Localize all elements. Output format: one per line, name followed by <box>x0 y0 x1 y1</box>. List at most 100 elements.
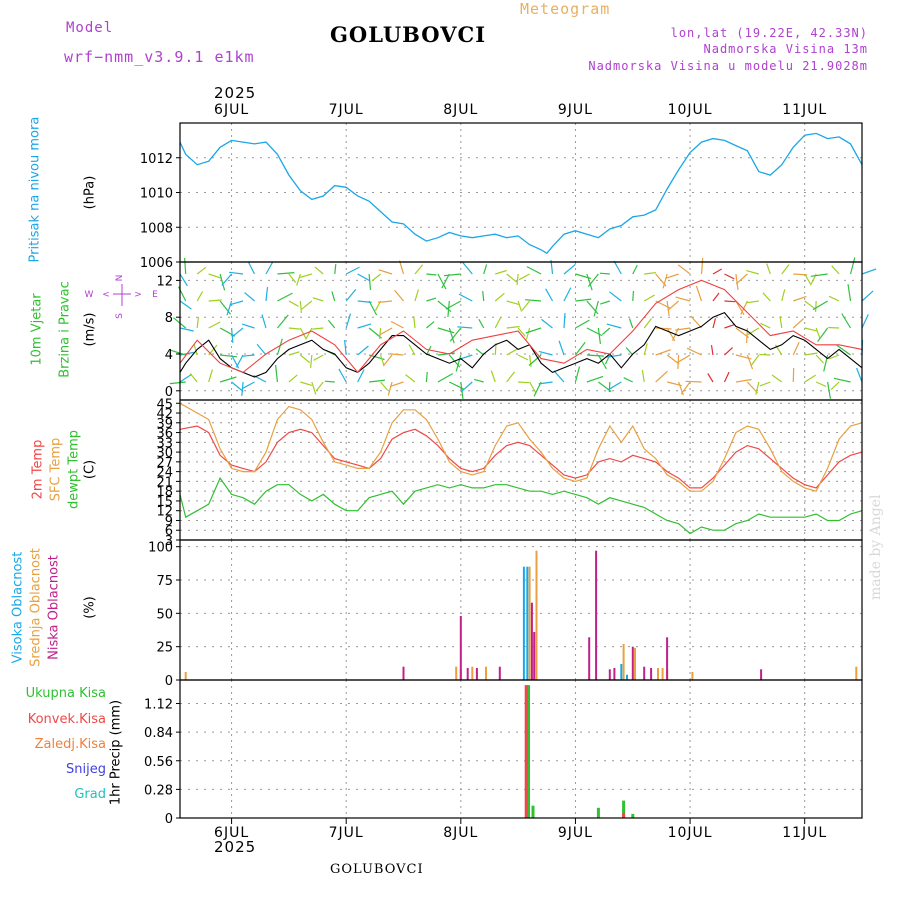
wind-arrow <box>792 342 800 356</box>
wind-arrow <box>495 269 507 275</box>
wind-arrow <box>482 291 485 302</box>
wind-arrow <box>675 327 691 331</box>
marks-layer <box>169 132 877 818</box>
series-line-udari-vjetra <box>179 279 863 374</box>
wind-arrow <box>473 378 484 383</box>
wind-arrow <box>379 327 382 340</box>
wind-arrow <box>841 313 852 329</box>
wind-arrow <box>586 375 604 383</box>
y-tick-label: 1.12 <box>144 698 173 713</box>
precip-bar <box>531 805 535 818</box>
wind-arrow <box>781 264 790 275</box>
wind-arrow <box>288 300 299 307</box>
wind-arrow <box>327 319 336 329</box>
wind-arrow <box>368 273 372 290</box>
wind-arrow <box>525 327 531 340</box>
wind-arrow <box>677 264 691 275</box>
y-tick-label: 0.56 <box>144 755 173 770</box>
wind-arrow <box>357 273 371 282</box>
cloud-bar <box>666 637 669 680</box>
wind-arrow <box>219 300 232 315</box>
wind-arrow <box>299 327 307 339</box>
wind-arrow <box>760 322 771 329</box>
grid-layer <box>180 123 862 819</box>
cloud-bar <box>535 550 538 680</box>
wind-arrow <box>230 327 234 343</box>
wind-arrow <box>735 300 745 316</box>
series-line-sfc-temp <box>179 402 863 492</box>
day-label-top: 7JUL <box>329 102 364 118</box>
wind-arrow <box>311 381 317 395</box>
y-tick-label: 0 <box>165 674 173 689</box>
cloud-bar <box>631 646 634 680</box>
wind-arrow <box>300 381 313 386</box>
wind-arrow <box>380 354 385 366</box>
wind-arrow <box>632 264 638 275</box>
compass-east: E <box>152 290 158 300</box>
y-tick-label: 24 <box>156 466 173 481</box>
wind-arrow <box>815 381 827 388</box>
wind-arrow <box>455 354 462 372</box>
cloud-bar <box>533 632 536 680</box>
footer-station: GOLUBOVCI <box>330 862 424 877</box>
wind-arrow <box>193 344 198 356</box>
wind-arrow <box>667 300 680 311</box>
wind-arrow <box>189 373 198 383</box>
wind-arrow <box>538 350 553 356</box>
wind-arrow <box>815 300 817 313</box>
legend-zaledj-kisa: Zaledj.Kisa <box>34 737 106 752</box>
cloud-bar <box>643 666 646 680</box>
wind-arrow <box>828 295 840 302</box>
y-tick-label: 12 <box>156 505 173 520</box>
wind-arrow <box>678 381 684 396</box>
wind-arrow <box>804 374 817 383</box>
y-tick-label: 42 <box>156 407 173 422</box>
panel-frame <box>179 399 863 541</box>
wind-arrow <box>723 371 730 383</box>
wind-arrow <box>179 300 192 310</box>
wind-arrow <box>804 327 818 332</box>
wind-arrow <box>494 317 502 329</box>
wind-arrow <box>545 288 554 302</box>
wind-arrow <box>690 315 702 329</box>
wind-arrow <box>563 263 576 275</box>
wind-arrow <box>771 374 783 383</box>
wind-arrow <box>460 381 473 393</box>
wind-arrow <box>338 368 347 383</box>
wind-arrow <box>517 300 523 312</box>
compass-arrow-right: > <box>134 290 142 300</box>
wind-arrow <box>597 354 607 370</box>
wind-arrow <box>755 381 760 395</box>
wind-arrow <box>425 371 428 383</box>
wind-arrow <box>478 319 485 329</box>
cloud-bar <box>455 666 458 680</box>
wind-arrow <box>606 354 622 358</box>
y-tick-label: 50 <box>156 607 173 622</box>
wind-arrow <box>746 354 754 370</box>
day-label-bottom: 11JUL <box>782 825 827 841</box>
cloud-bar <box>691 672 694 680</box>
cloud-bar <box>608 669 611 680</box>
wind-arrow <box>231 381 244 392</box>
wind-arrow <box>750 354 760 366</box>
wind-arrow <box>296 273 301 286</box>
cloud-bar <box>626 674 628 680</box>
wind-arrow <box>261 314 267 329</box>
cloud-bar <box>622 644 625 680</box>
wind-arrow <box>779 316 783 329</box>
wind-arrow <box>179 373 193 383</box>
wind-arrow <box>606 323 622 329</box>
wind-arrow <box>517 354 529 361</box>
wind-arrow <box>275 365 279 383</box>
wind-arrow <box>179 327 194 332</box>
elevation-text: Nadmorska Visina 13m <box>703 42 868 56</box>
precip-bar <box>524 685 528 818</box>
cloud-bar <box>402 666 405 680</box>
wind-arrow <box>483 264 488 275</box>
wind-arrow <box>526 266 542 275</box>
wind-arrow <box>241 323 255 329</box>
wind-arrow <box>387 381 393 396</box>
wind-arrow <box>518 273 530 281</box>
wind-arrow <box>746 381 759 394</box>
